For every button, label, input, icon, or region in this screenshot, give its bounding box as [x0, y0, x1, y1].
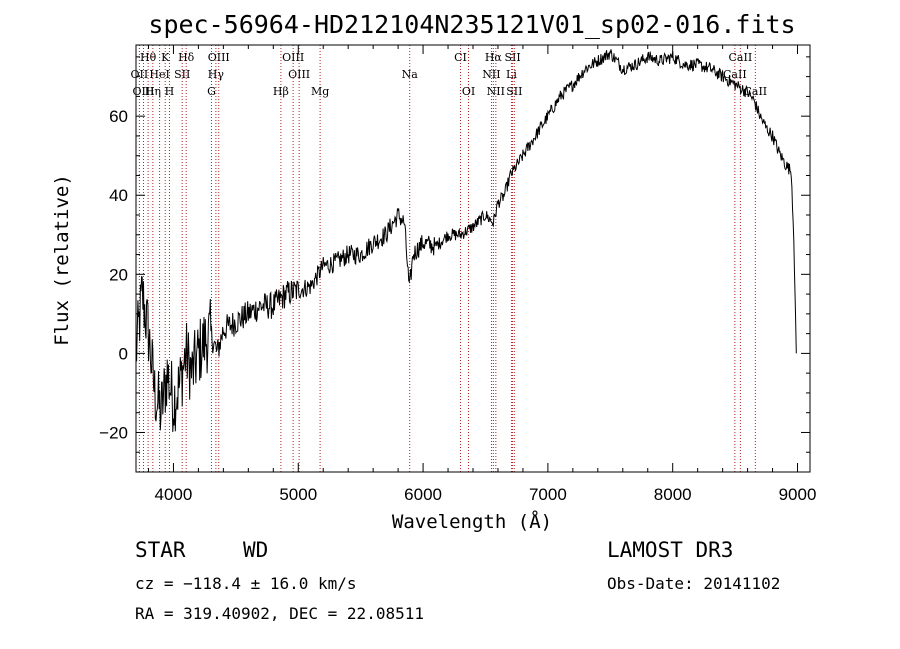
survey-name: LAMOST DR3 [607, 538, 734, 562]
spectrum-line [135, 49, 797, 433]
redshift-cz: cz = −118.4 ± 16.0 km/s [135, 574, 357, 593]
line-label-nii: NII [482, 68, 500, 81]
y-axis-ticks: −20 0 20 40 60 [99, 56, 810, 473]
y-axis-label: Flux (relative) [51, 174, 73, 346]
spectrum-chart: spec-56964-HD212104N235121V01_sp02-016.f… [51, 10, 817, 533]
line-label-sii: SII [174, 68, 190, 81]
x-tick-label: 7000 [529, 485, 567, 504]
line-label-hei: HeI [149, 68, 169, 81]
line-label-hα: Hα [485, 51, 503, 64]
line-label-oiii: OIII [132, 85, 154, 98]
x-tick-label: 4000 [155, 485, 193, 504]
line-label-h: H [165, 85, 175, 98]
plot-frame [135, 44, 811, 473]
line-label-nii: NII [487, 85, 505, 98]
line-label-oiii: OIII [208, 51, 230, 64]
line-label-sii: SII [504, 51, 520, 64]
x-axis-label: Wavelength (Å) [392, 510, 552, 533]
y-tick-label: 20 [109, 265, 128, 284]
line-label-oiii: OIII [288, 68, 310, 81]
object-subclass: WD [243, 538, 269, 562]
line-label-hδ: Hδ [178, 51, 195, 64]
x-tick-label: 5000 [279, 485, 317, 504]
chart-title: spec-56964-HD212104N235121V01_sp02-016.f… [148, 10, 795, 39]
line-label-g: G [207, 85, 216, 98]
coordinates: RA = 319.40902, DEC = 22.08511 [135, 604, 424, 623]
line-label-hβ: Hβ [273, 85, 289, 98]
spectral-line-markers [138, 45, 756, 472]
line-label-li: Li [506, 68, 517, 81]
y-tick-label: −20 [99, 423, 128, 442]
line-label-hγ: Hγ [208, 68, 225, 81]
x-axis-ticks: 4000 5000 6000 7000 8000 9000 [147, 45, 817, 504]
x-tick-label: 9000 [779, 485, 817, 504]
line-label-sii: SII [506, 85, 522, 98]
line-label-oiii: OIII [282, 51, 304, 64]
line-label-caii: CaII [729, 51, 753, 64]
line-label-ci: CI [454, 51, 467, 64]
x-tick-label: 8000 [654, 485, 692, 504]
line-label-mg: Mg [311, 85, 329, 98]
line-label-oii: OII [131, 68, 149, 81]
observation-date: Obs-Date: 20141102 [607, 574, 781, 593]
y-tick-label: 0 [119, 344, 128, 363]
line-label-hθ: Hθ [140, 51, 157, 64]
object-class: STAR [135, 538, 186, 562]
line-label-hη: Hη [145, 85, 161, 98]
y-tick-label: 40 [109, 186, 128, 205]
line-label-na: Na [402, 68, 419, 81]
line-label-oi: OI [462, 85, 475, 98]
y-tick-label: 60 [109, 107, 128, 126]
x-tick-label: 6000 [404, 485, 442, 504]
line-label-k: K [161, 51, 170, 64]
